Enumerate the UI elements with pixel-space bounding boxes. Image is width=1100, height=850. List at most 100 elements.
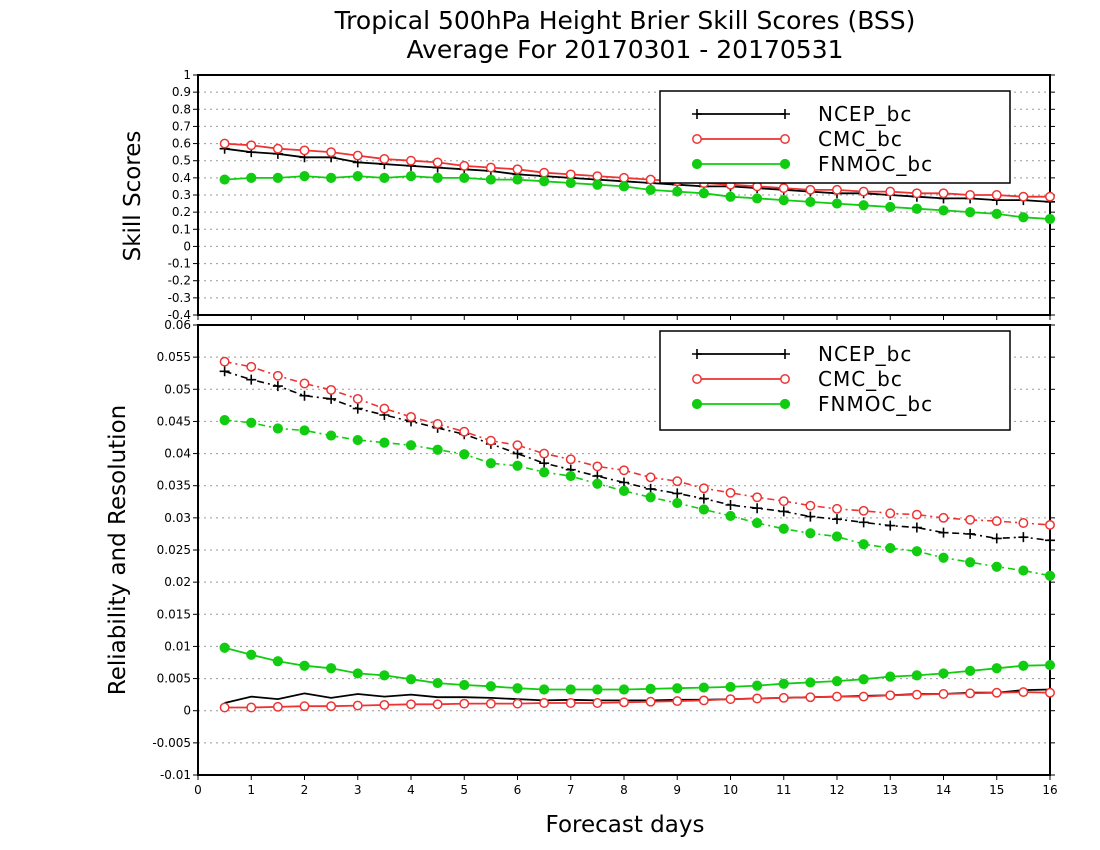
legend-marker	[692, 349, 702, 359]
x-tick-label: 16	[1042, 783, 1057, 797]
data-point	[432, 699, 443, 710]
data-point	[778, 183, 789, 194]
data-point	[565, 169, 576, 180]
data-point	[991, 663, 1002, 674]
x-axis-title: Forecast days	[546, 812, 705, 838]
data-point	[938, 512, 949, 523]
x-tick-label: 1	[247, 783, 255, 797]
top-y-tick-label: 0.3	[172, 188, 191, 202]
x-tick-label: 7	[567, 783, 575, 797]
legend-entry-fnmoc-bc: FNMOC_bc	[691, 152, 932, 176]
top-y-tick-label: -0.1	[168, 257, 191, 271]
legend-marker	[779, 398, 791, 410]
data-point	[698, 682, 709, 693]
data-point	[379, 172, 390, 183]
data-point	[672, 683, 683, 694]
x-tick-label: 9	[673, 783, 681, 797]
data-point	[698, 483, 709, 494]
legend-marker	[692, 134, 702, 144]
top-y-tick-label: -0.2	[168, 274, 191, 288]
data-point	[698, 188, 709, 199]
data-point	[246, 374, 257, 385]
data-point	[219, 702, 230, 713]
data-point	[752, 517, 763, 529]
bottom-y-tick-label: 0.04	[164, 447, 191, 461]
legend-marker	[780, 134, 790, 144]
data-point	[672, 476, 683, 487]
data-point	[805, 528, 816, 539]
data-point	[326, 384, 337, 395]
data-point	[885, 201, 896, 213]
data-point	[1018, 687, 1029, 698]
x-tick-label: 13	[883, 783, 898, 797]
data-point	[272, 143, 283, 154]
data-point	[379, 403, 390, 414]
data-point	[246, 140, 257, 151]
data-point	[1044, 659, 1056, 671]
data-point	[858, 691, 869, 702]
data-point	[512, 440, 523, 451]
data-point	[991, 687, 1002, 698]
data-point	[592, 171, 603, 182]
data-point	[618, 684, 630, 695]
data-point	[885, 186, 896, 197]
data-point	[485, 458, 496, 469]
data-point	[592, 179, 603, 190]
data-point	[858, 674, 869, 685]
data-point	[618, 485, 630, 496]
data-point	[752, 503, 763, 514]
data-point	[672, 488, 683, 499]
chart-title-line2: Average For 20170301 - 20170531	[406, 35, 843, 64]
data-point	[432, 444, 443, 455]
data-point	[406, 699, 416, 710]
data-point	[991, 516, 1002, 527]
legend-entry-cmc-bc: CMC_bc	[692, 367, 902, 391]
data-point	[485, 174, 496, 185]
skill-score-panel: -0.4 -0.3 -0.2 -0.1 0 0.1 0.2 0.3 0.4 0.5 0.6 0.7 0.…	[168, 68, 1056, 322]
legend-marker	[779, 158, 791, 170]
data-point	[1018, 212, 1029, 223]
legend-entry-ncep-bc: NCEP_bc	[692, 102, 911, 126]
data-point	[832, 514, 842, 525]
data-point	[406, 155, 416, 166]
data-point	[512, 174, 523, 185]
data-point	[272, 370, 283, 381]
bottom-y-tick-label: 0.035	[157, 479, 191, 493]
data-point	[272, 423, 283, 434]
top-y-tick-label: 0.7	[172, 119, 191, 133]
x-tick-label: 5	[460, 783, 468, 797]
data-point	[938, 668, 949, 679]
data-point	[352, 700, 363, 711]
data-point	[911, 670, 922, 681]
data-point	[645, 683, 656, 694]
data-point	[592, 698, 603, 708]
data-point	[752, 693, 763, 704]
x-tick-label: 12	[829, 783, 844, 797]
reliability-resolution-panel: -0.01 -0.005 0 0.005 0.01 0.015 0.02 0.025 0.03 0…	[152, 318, 1057, 797]
data-point	[778, 506, 789, 517]
legend-entry-ncep-bc: NCEP_bc	[692, 342, 911, 366]
data-point	[272, 381, 283, 392]
data-point	[219, 366, 230, 377]
data-point	[379, 437, 390, 448]
data-point	[965, 688, 976, 699]
data-point	[619, 465, 629, 476]
legend-box	[659, 330, 1011, 431]
x-tick-label: 6	[514, 783, 522, 797]
data-point	[805, 511, 816, 522]
data-point	[352, 393, 363, 404]
data-point	[459, 679, 470, 691]
data-point	[565, 470, 576, 482]
data-point	[965, 665, 976, 676]
data-point	[752, 492, 763, 503]
data-point	[1018, 518, 1029, 528]
top-y-tick-label: -0.3	[168, 291, 191, 305]
legend-marker	[691, 398, 703, 410]
data-point	[725, 510, 736, 522]
top-y-tick-label: 0.1	[172, 222, 191, 236]
top-series-fnmoc-bc-2	[219, 171, 1056, 225]
data-point	[725, 487, 736, 498]
series-line	[224, 646, 1051, 691]
